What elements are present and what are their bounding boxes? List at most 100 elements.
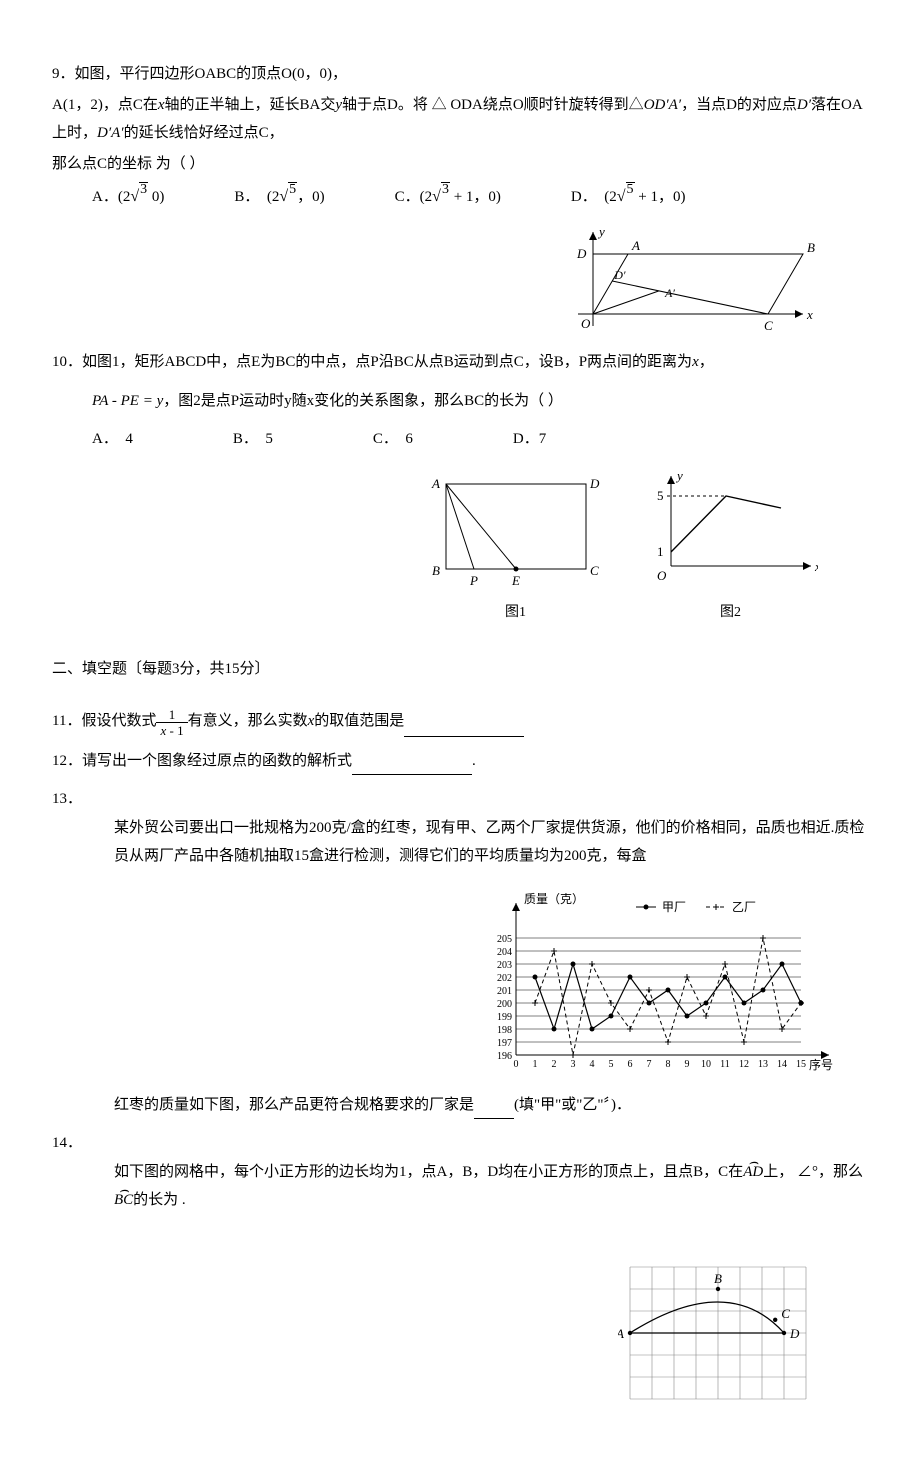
svg-text:P: P [469,573,478,586]
svg-text:A′: A′ [664,286,675,300]
q11a: 11．假设代数式 [52,713,156,729]
q10-figures: ADBCPE 图1 15Oxy 图2 [52,466,818,627]
q12a: 12．请写出一个图象经过原点的函数的解析式 [52,753,352,769]
fig10-1-wrap: ADBCPE 图1 [428,466,603,627]
q11-blank[interactable] [404,719,524,737]
svg-text:乙厂: 乙厂 [732,900,756,914]
q10-line2: PA - PE = y，图2是点P运动时y随x变化的关系图象，那么BC的长为（ … [52,387,868,416]
q9-figure-wrap: OABCDD′A′xy [52,224,818,334]
q9-y: y [335,97,342,113]
q9-l2k: 的延长线恰好经过点C， [124,125,284,141]
svg-text:D: D [589,476,600,491]
svg-text:B: B [432,563,440,578]
svg-text:A: A [431,476,440,491]
svg-text:7: 7 [647,1059,652,1070]
svg-text:4: 4 [590,1059,595,1070]
q9-optB: B． (25，0) [234,182,324,212]
q10-optD: D．7 [513,425,546,454]
q10l2b: ，图2是点P运动时y随x变化的关系图象，那么BC的长为（ ） [163,393,563,409]
svg-text:199: 199 [497,1012,512,1023]
q9Csqrt: 3 [441,182,450,197]
q11b: 有意义，那么实数 [188,713,308,729]
q13-body2: 红枣的质量如下图，那么产品更符合规格要求的厂家是 (填"甲"或"乙"〞)． [52,1091,868,1120]
question-13: 13． 某外贸公司要出口一批规格为200克/盒的红枣，现有甲、乙两个厂家提供货源… [52,785,868,1119]
svg-text:x: x [806,307,813,322]
q9-l2a: A(1，2)，点C在 [52,97,158,113]
svg-text:1: 1 [533,1059,538,1070]
q10l1c: ， [699,354,714,370]
svg-text:B: B [807,240,815,255]
q10-options: A． 4 B． 5 C． 6 D．7 [52,425,868,454]
question-14: 14． 如下图的网格中，每个小正方形的边长均为1，点A，B，D均在小正方形的顶点… [52,1129,868,1405]
q13-body1: 某外贸公司要出口一批规格为200克/盒的红枣，现有甲、乙两个厂家提供货源，他们的… [52,814,868,871]
svg-text:y: y [675,468,683,483]
q9-line1: 9．如图，平行四边形OABC的顶点O(0，0)， [52,60,868,89]
q10-optB: B． 5 [233,425,273,454]
svg-text:10: 10 [701,1059,711,1070]
svg-text:C: C [590,563,599,578]
svg-text:甲厂: 甲厂 [662,900,686,914]
question-12: 12．请写出一个图象经过原点的函数的解析式. [52,747,868,776]
svg-text:x: x [814,559,818,574]
svg-text:5: 5 [657,488,664,503]
q14-body: 如下图的网格中，每个小正方形的边长均为1，点A，B，D均在小正方形的顶点上，且点… [52,1158,868,1215]
svg-text:14: 14 [777,1059,787,1070]
svg-text:A: A [618,1326,624,1341]
q11den: x - 1 [156,722,187,737]
q9-options: A．(23 0) B． (25，0) C．(23 + 1，0) D． (25 +… [52,182,868,212]
svg-text:196: 196 [497,1051,512,1062]
svg-text:E: E [511,573,520,586]
q9-l2c: 轴的正半轴上，延长BA交 [165,97,336,113]
q14arc1: AD [743,1158,763,1187]
q9-figure: OABCDD′A′xy [558,224,818,334]
svg-text:200: 200 [497,999,512,1010]
q9-line2: A(1，2)，点C在x轴的正半轴上，延长BA交y轴于点D。将 △ ODA绕点O顺… [52,91,868,148]
svg-text:B: B [714,1271,722,1286]
q9A1: A．(2 [92,189,130,205]
q9-x: x [158,97,165,113]
q9A2: 0) [148,189,164,205]
q9D1: D． (2 [571,189,617,205]
q9-optC: C．(23 + 1，0) [395,182,501,212]
q9B1: B． (2 [234,189,279,205]
q14-figure: ABCD [618,1255,818,1405]
q12-blank[interactable] [352,757,472,775]
svg-text:8: 8 [666,1059,671,1070]
svg-text:12: 12 [739,1059,749,1070]
q9-dp: D′ [797,97,811,113]
svg-text:3: 3 [571,1059,576,1070]
q14arc2: BC [114,1186,133,1215]
q9Dsqrt: 5 [626,182,635,197]
svg-text:序号: 序号 [809,1057,833,1072]
svg-text:197: 197 [497,1038,512,1049]
svg-text:15: 15 [796,1059,806,1070]
section-2-title: 二、填空题〔每题3分，共15分〕 [52,655,868,684]
q13b: 红枣的质量如下图，那么产品更符合规格要求的厂家是 [114,1097,474,1113]
q11num: 1 [165,708,180,722]
svg-text:A: A [631,238,640,253]
q9-l2e: 轴于点D。将 △ ODA绕点O顺时针旋转得到△ [342,97,644,113]
q13-blank[interactable] [474,1101,514,1119]
q9-dpap: D′A′ [97,125,124,141]
svg-text:D: D [789,1326,800,1341]
q9-l2g: ，当点D的对应点 [681,97,797,113]
q14c: ∠ [797,1164,812,1180]
svg-text:0: 0 [514,1059,519,1070]
q13-num: 13． [52,785,868,814]
svg-text:C: C [764,318,773,333]
q11denb: - 1 [166,723,183,738]
q9-optA: A．(23 0) [92,182,164,212]
q9-oda: OD′A′ [644,97,681,113]
q14d: °，那么 [812,1164,863,1180]
q9-optD: D． (2 5 + 1，0) [571,182,686,212]
q14a: 如下图的网格中，每个小正方形的边长均为1，点A，B，D均在小正方形的顶点上，且点… [114,1164,743,1180]
svg-text:5: 5 [609,1059,614,1070]
q13c: (填"甲"或"乙"〞)． [514,1097,631,1113]
q14b: 上， [763,1164,793,1180]
q10-fig2: 15Oxy [643,466,818,586]
svg-text:198: 198 [497,1025,512,1036]
q11-frac: 1x - 1 [156,708,187,737]
svg-text:13: 13 [758,1059,768,1070]
q9D2: + 1，0) [635,189,686,205]
svg-text:11: 11 [720,1059,730,1070]
